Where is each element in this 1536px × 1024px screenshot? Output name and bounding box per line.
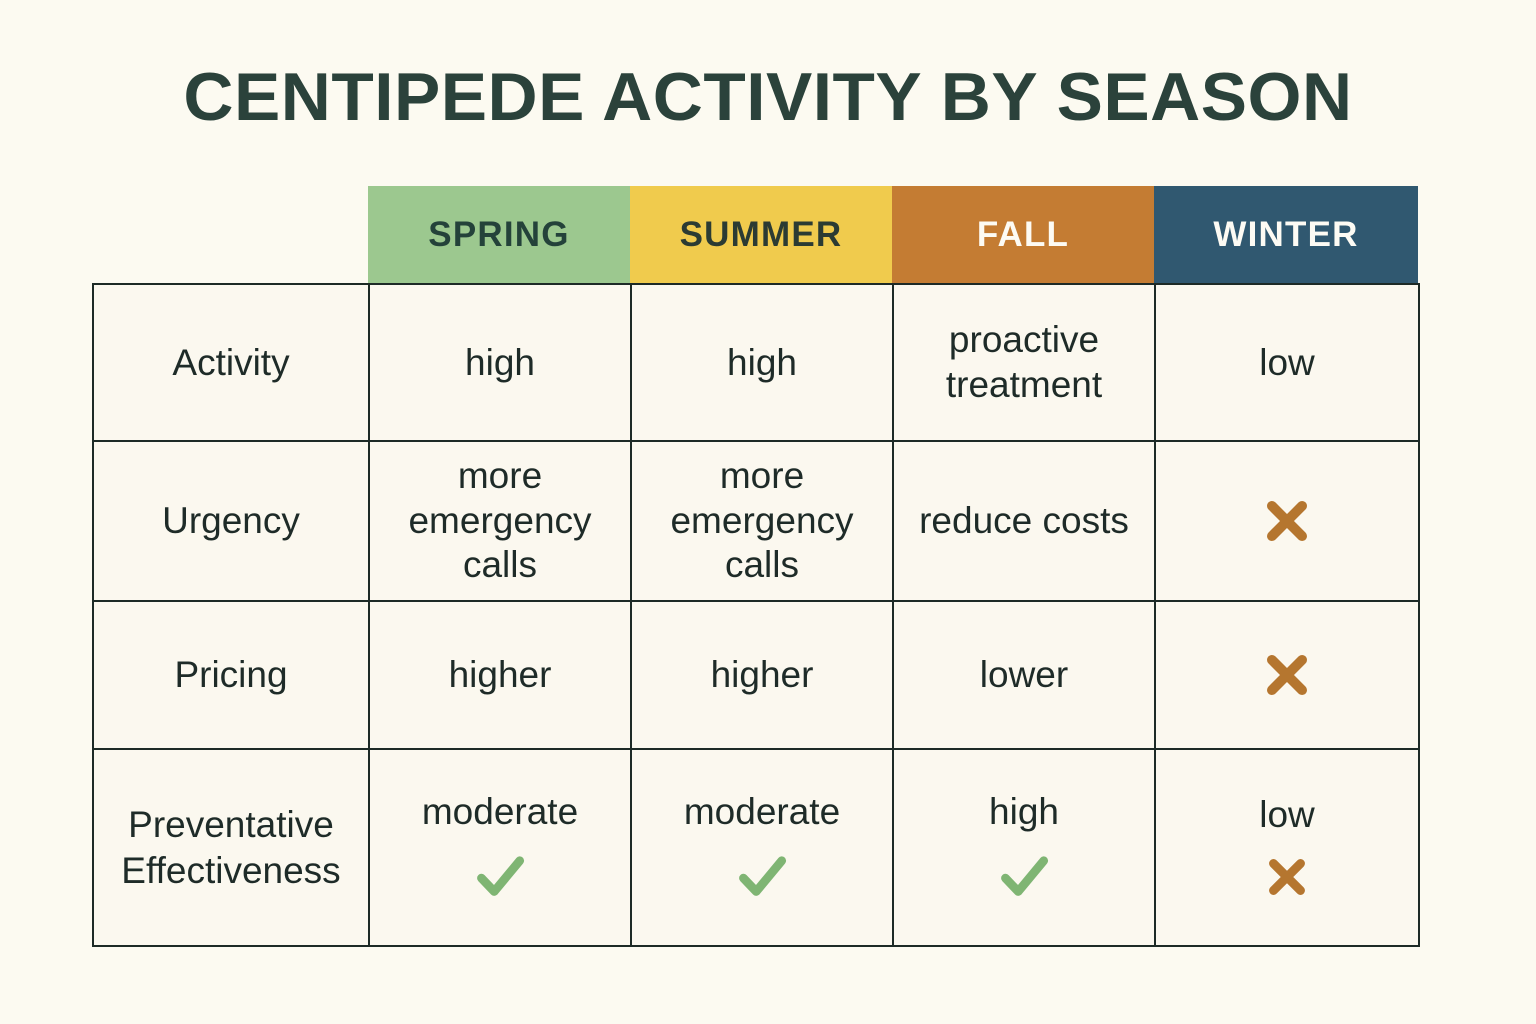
cell-urgency-summer: more emergency calls xyxy=(630,440,894,602)
cell-pricing-winter xyxy=(1154,600,1420,750)
cross-icon xyxy=(1269,859,1305,896)
cell-urgency-fall: reduce costs xyxy=(892,440,1156,602)
cell-text: low xyxy=(1259,341,1315,383)
cell-text: low xyxy=(1259,793,1315,835)
table-row: Pricing higher higher lower xyxy=(92,600,1420,750)
cell-text: proactive treatment xyxy=(945,319,1103,405)
cell-content: high xyxy=(900,789,1148,906)
row-label-preventative-effectiveness: Preventative Effectiveness xyxy=(92,748,370,947)
season-header-bar: SPRING SUMMER FALL WINTER xyxy=(368,186,1418,283)
cell-content: more emergency calls xyxy=(376,454,624,587)
cell-content: moderate xyxy=(638,789,886,906)
cell-activity-winter: low xyxy=(1154,283,1420,442)
check-icon xyxy=(739,856,787,896)
cell-pricing-fall: lower xyxy=(892,600,1156,750)
cell-text: higher xyxy=(710,654,814,696)
cell-text: high xyxy=(727,341,797,383)
cell-preventative-winter: low xyxy=(1154,748,1420,947)
check-icon xyxy=(1001,856,1049,896)
cell-content: high xyxy=(376,340,624,385)
cell-content: proactive treatment xyxy=(900,318,1148,407)
cell-activity-fall: proactive treatment xyxy=(892,283,1156,442)
cell-content: low xyxy=(1162,340,1412,385)
cell-preventative-summer: moderate xyxy=(630,748,894,947)
cell-preventative-spring: moderate xyxy=(368,748,632,947)
column-header-winter: WINTER xyxy=(1154,186,1418,283)
cell-content xyxy=(1162,646,1412,704)
row-label-urgency: Urgency xyxy=(92,440,370,602)
cell-text: more emergency calls xyxy=(408,455,592,586)
check-icon xyxy=(477,856,525,896)
cell-pricing-spring: higher xyxy=(368,600,632,750)
cell-activity-spring: high xyxy=(368,283,632,442)
cell-content: reduce costs xyxy=(900,499,1148,543)
cell-text: moderate xyxy=(421,790,579,832)
cell-content: high xyxy=(638,340,886,385)
cell-text: more emergency calls xyxy=(670,455,854,586)
column-header-spring: SPRING xyxy=(368,186,630,283)
column-header-fall: FALL xyxy=(892,186,1154,283)
cell-content: low xyxy=(1162,792,1412,903)
cell-text: high xyxy=(989,790,1059,832)
cell-content: moderate xyxy=(376,789,624,906)
cell-content xyxy=(1162,492,1412,550)
cell-content: lower xyxy=(900,652,1148,697)
cell-text: moderate xyxy=(683,790,841,832)
cell-activity-summer: high xyxy=(630,283,894,442)
cell-text: reduce costs xyxy=(919,499,1129,541)
cell-preventative-fall: high xyxy=(892,748,1156,947)
cell-content: higher xyxy=(638,652,886,697)
table-row: Urgency more emergency calls more emerge… xyxy=(92,440,1420,602)
cell-content: more emergency calls xyxy=(638,454,886,587)
cell-content: higher xyxy=(376,652,624,697)
cross-icon xyxy=(1266,654,1308,696)
cell-urgency-winter xyxy=(1154,440,1420,602)
cross-icon xyxy=(1266,500,1308,542)
season-comparison-table: Activity high high proactive treatment xyxy=(92,283,1420,947)
row-label-pricing: Pricing xyxy=(92,600,370,750)
page-title: CENTIPEDE ACTIVITY BY SEASON xyxy=(183,59,1353,135)
column-header-summer: SUMMER xyxy=(630,186,892,283)
cell-text: higher xyxy=(448,654,552,696)
cell-urgency-spring: more emergency calls xyxy=(368,440,632,602)
cell-pricing-summer: higher xyxy=(630,600,894,750)
table-row: Preventative Effectiveness moderate mode… xyxy=(92,748,1420,947)
row-label-activity: Activity xyxy=(92,283,370,442)
table-row: Activity high high proactive treatment xyxy=(92,283,1420,442)
cell-text: lower xyxy=(979,654,1069,696)
cell-text: high xyxy=(465,341,535,383)
